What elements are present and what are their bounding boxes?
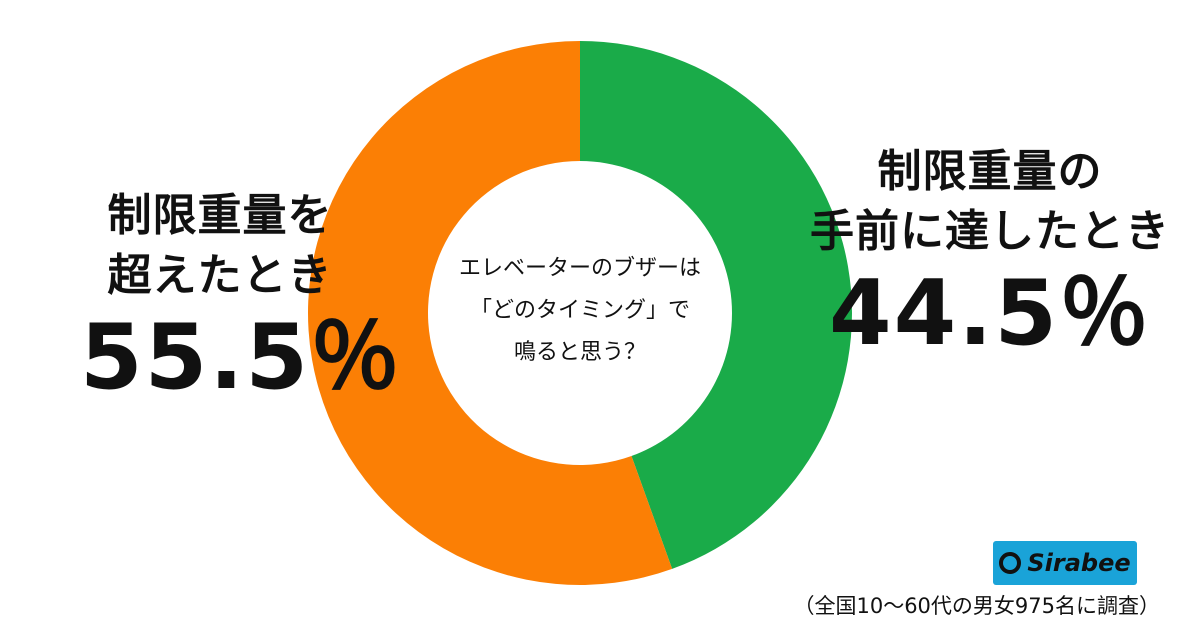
slice-value-exceed: 55.5％: [80, 305, 403, 410]
slice-label-before-line-2: 手前に達したとき: [810, 206, 1170, 257]
slice-label-exceed: 制限重量を 超えたとき 55.5％: [80, 186, 403, 410]
donut-slice-0: [580, 41, 852, 569]
center-question-line-3: 鳴ると思う？: [513, 340, 646, 365]
center-question: エレベーターのブザーは 「どのタイミング」で 鳴ると思う？: [420, 248, 740, 374]
sirabee-mark-icon: [999, 552, 1022, 574]
source-note: （全国10〜60代の男女975名に調査）: [793, 594, 1160, 618]
slice-label-exceed-line-1: 制限重量を: [107, 190, 333, 241]
slice-value-before: 44.5％: [828, 261, 1152, 366]
donut-slice-1: [307, 41, 673, 585]
slice-label-exceed-line-2: 超えたとき: [107, 250, 333, 301]
slice-label-before-line-1: 制限重量の: [877, 146, 1103, 197]
slice-label-before: 制限重量の 手前に達したとき 44.5％: [800, 142, 1180, 366]
center-question-line-2: 「どのタイミング」で: [469, 298, 690, 323]
sirabee-logo: Sirabee: [993, 541, 1137, 585]
center-question-line-1: エレベーターのブザーは: [458, 256, 701, 281]
sirabee-logo-text: Sirabee: [1027, 549, 1131, 577]
